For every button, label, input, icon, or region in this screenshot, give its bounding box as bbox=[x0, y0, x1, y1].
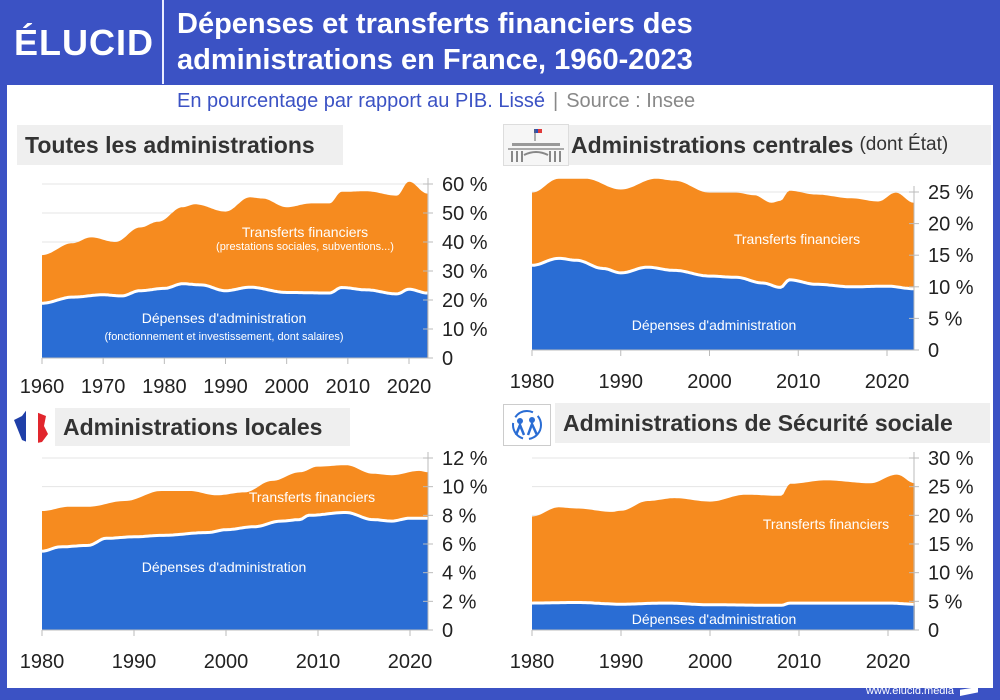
panel-title-text: Administrations locales bbox=[63, 413, 323, 440]
x-tick-label: 1980 bbox=[510, 371, 555, 393]
subtitle: En pourcentage par rapport au PIB. Lissé… bbox=[177, 90, 695, 113]
y-tick-label: 30 % bbox=[442, 261, 488, 283]
y-tick-label: 15 % bbox=[928, 245, 974, 267]
y-tick-label: 50 % bbox=[442, 203, 488, 225]
panel-title-text: Administrations de Sécurité sociale bbox=[563, 409, 953, 436]
panel-title-social-security: Administrations de Sécurité sociale bbox=[555, 403, 990, 443]
panel-title-text: Administrations centrales bbox=[571, 131, 854, 158]
y-tick-label: 0 bbox=[928, 340, 939, 362]
series-separator-line bbox=[42, 282, 428, 305]
y-tick-label: 5 % bbox=[928, 591, 963, 613]
source-text: Source : Insee bbox=[566, 90, 696, 112]
panel-title-text: Toutes les administrations bbox=[25, 131, 315, 158]
y-tick-label: 10 % bbox=[928, 277, 974, 299]
x-tick-label: 1980 bbox=[142, 376, 187, 398]
title-line-2: administrations en France, 1960-2023 bbox=[177, 44, 693, 76]
series-label-transferts: Transferts financiers bbox=[734, 231, 860, 247]
france-flag-map-icon bbox=[12, 406, 52, 446]
y-tick-label: 20 % bbox=[928, 505, 974, 527]
series-label-transferts: Transferts financiers bbox=[242, 224, 368, 240]
x-tick-label: 1960 bbox=[20, 376, 65, 398]
series-label-depenses: Dépenses d'administration bbox=[632, 317, 797, 333]
subtitle-text: En pourcentage par rapport au PIB. Lissé bbox=[177, 90, 546, 112]
government-building-icon bbox=[503, 124, 569, 166]
x-tick-label: 2020 bbox=[866, 651, 911, 673]
x-tick-label: 2000 bbox=[688, 651, 733, 673]
series-label-depenses: Dépenses d'administration bbox=[142, 310, 307, 326]
series-label-depenses: Dépenses d'administration bbox=[632, 611, 797, 627]
y-tick-label: 60 % bbox=[442, 174, 488, 196]
elucid-logo: ÉLUCID bbox=[14, 22, 154, 63]
x-tick-label: 2010 bbox=[296, 651, 341, 673]
series-label-transferts: Transferts financiers bbox=[249, 489, 375, 505]
x-tick-label: 1980 bbox=[510, 651, 555, 673]
series-label-depenses: Dépenses d'administration bbox=[142, 559, 307, 575]
x-tick-label: 1970 bbox=[81, 376, 126, 398]
x-tick-label: 1990 bbox=[599, 371, 644, 393]
series-separator-line bbox=[531, 256, 914, 291]
series-separator-line bbox=[41, 511, 429, 553]
y-tick-label: 20 % bbox=[928, 214, 974, 236]
x-tick-label: 2010 bbox=[776, 371, 821, 393]
x-tick-label: 1990 bbox=[203, 376, 248, 398]
y-tick-label: 0 bbox=[928, 620, 939, 642]
elucid-mark-icon bbox=[960, 687, 978, 696]
panel-title-all: Toutes les administrations bbox=[17, 125, 343, 165]
y-tick-label: 10 % bbox=[442, 319, 488, 341]
x-tick-label: 1980 bbox=[20, 651, 65, 673]
header-divider bbox=[162, 0, 164, 84]
depenses-area bbox=[42, 283, 428, 358]
y-tick-label: 25 % bbox=[928, 182, 974, 204]
depenses-area bbox=[532, 602, 915, 630]
y-tick-label: 15 % bbox=[928, 534, 974, 556]
title-line-1: Dépenses et transferts financiers des bbox=[177, 8, 693, 40]
y-tick-label: 0 bbox=[442, 620, 453, 642]
series-sublabel-transferts: (prestations sociales, subventions...) bbox=[216, 241, 394, 253]
x-tick-label: 2010 bbox=[326, 376, 371, 398]
y-tick-label: 8 % bbox=[442, 505, 477, 527]
depenses-area bbox=[42, 512, 429, 630]
footer-url[interactable]: www.elucid.media bbox=[865, 685, 954, 697]
panel-title-central: Administrations centrales (dont État) bbox=[569, 125, 991, 165]
depenses-area bbox=[532, 258, 914, 350]
y-tick-label: 0 bbox=[442, 348, 453, 370]
x-tick-label: 2020 bbox=[387, 376, 432, 398]
y-tick-label: 10 % bbox=[442, 477, 488, 499]
x-tick-label: 2000 bbox=[204, 651, 249, 673]
x-tick-label: 2020 bbox=[388, 651, 433, 673]
y-tick-label: 12 % bbox=[442, 448, 488, 470]
x-tick-label: 2000 bbox=[687, 371, 732, 393]
y-tick-label: 25 % bbox=[928, 477, 974, 499]
panel-title-suffix: (dont État) bbox=[859, 134, 949, 155]
y-tick-label: 40 % bbox=[442, 232, 488, 254]
x-tick-label: 2020 bbox=[865, 371, 910, 393]
page-title: Dépenses et transferts financiers des ad… bbox=[177, 6, 977, 78]
subtitle-separator: | bbox=[553, 90, 559, 112]
series-sublabel-depenses: (fonctionnement et investissement, dont … bbox=[104, 331, 343, 343]
x-tick-label: 1990 bbox=[112, 651, 157, 673]
y-tick-label: 10 % bbox=[928, 563, 974, 585]
y-tick-label: 30 % bbox=[928, 448, 974, 470]
series-separator-line bbox=[531, 601, 915, 607]
y-tick-label: 6 % bbox=[442, 534, 477, 556]
x-tick-label: 2010 bbox=[777, 651, 822, 673]
series-label-transferts: Transferts financiers bbox=[763, 516, 889, 532]
y-tick-label: 20 % bbox=[442, 290, 488, 312]
x-tick-label: 2000 bbox=[264, 376, 309, 398]
panel-title-local: Administrations locales bbox=[55, 408, 350, 446]
y-tick-label: 4 % bbox=[442, 563, 477, 585]
transferts-area bbox=[532, 474, 915, 630]
y-tick-label: 2 % bbox=[442, 591, 477, 613]
y-tick-label: 5 % bbox=[928, 308, 963, 330]
x-tick-label: 1990 bbox=[599, 651, 644, 673]
social-security-logo-icon bbox=[503, 404, 551, 446]
